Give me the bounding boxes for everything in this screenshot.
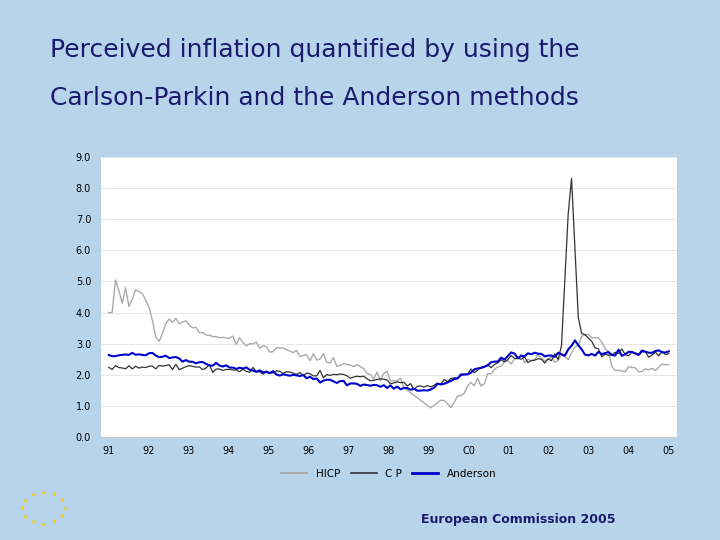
C P: [410, 386, 418, 393]
Anderson: [426, 386, 435, 393]
C P: [554, 356, 562, 363]
Line: Anderson: Anderson: [109, 340, 669, 390]
HICP: [440, 397, 449, 404]
Anderson: [570, 337, 579, 343]
Anderson: [296, 373, 305, 379]
Text: Perceived inflation quantified by using the: Perceived inflation quantified by using …: [50, 38, 580, 62]
Anderson: [104, 352, 113, 358]
Anderson: [413, 387, 422, 394]
C P: [567, 175, 576, 181]
Anderson: [665, 348, 673, 355]
C P: [296, 369, 305, 376]
HICP: [299, 352, 307, 359]
C P: [665, 350, 673, 357]
C P: [104, 364, 113, 370]
HICP: [430, 402, 438, 408]
Anderson: [205, 362, 214, 369]
C P: [436, 381, 445, 388]
HICP: [665, 361, 673, 368]
C P: [426, 383, 435, 390]
HICP: [269, 348, 277, 355]
Text: Carlson-Parkin and the Anderson methods: Carlson-Parkin and the Anderson methods: [50, 86, 580, 110]
HICP: [426, 404, 435, 411]
C P: [266, 370, 274, 376]
HICP: [208, 333, 217, 340]
HICP: [104, 309, 113, 316]
Anderson: [436, 381, 445, 388]
Line: C P: C P: [109, 178, 669, 389]
HICP: [111, 276, 120, 283]
Anderson: [266, 370, 274, 376]
C P: [205, 361, 214, 368]
Anderson: [554, 349, 562, 356]
Legend: HICP, C P, Anderson: HICP, C P, Anderson: [277, 464, 500, 483]
Text: European Commission 2005: European Commission 2005: [421, 513, 616, 526]
HICP: [557, 352, 566, 358]
Line: HICP: HICP: [109, 280, 669, 408]
